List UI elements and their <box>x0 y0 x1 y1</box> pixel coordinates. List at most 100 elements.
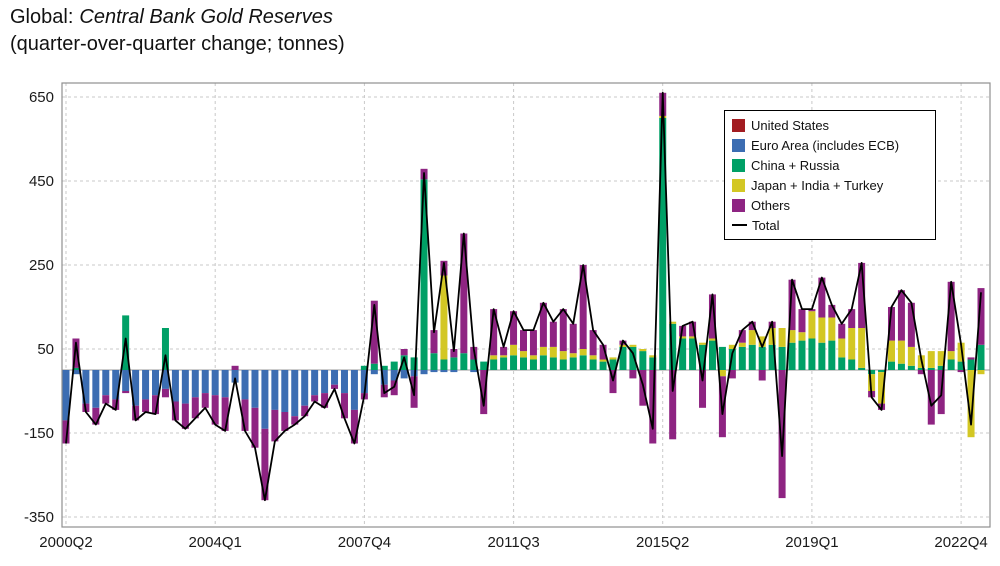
bar-segment <box>589 355 597 360</box>
bar-segment <box>629 346 637 370</box>
bar-segment <box>82 370 90 404</box>
bar-segment <box>738 330 746 343</box>
bar-segment <box>142 399 150 412</box>
others-swatch <box>732 198 745 212</box>
y-tick-label: 450 <box>29 173 54 190</box>
bar-segment <box>818 342 826 370</box>
bar-segment <box>937 351 945 366</box>
bar-segment <box>848 359 856 370</box>
bar-segment <box>181 370 189 404</box>
bar-segment <box>878 370 886 373</box>
legend-label: Total <box>752 217 780 233</box>
bar-segment <box>878 372 886 404</box>
bar-segment <box>281 412 289 431</box>
bar-segment <box>629 370 637 379</box>
bar-segment <box>470 370 478 373</box>
bar-segment <box>520 357 527 370</box>
bar-segment <box>967 357 975 360</box>
bar-segment <box>708 338 716 341</box>
bar-segment <box>907 346 915 366</box>
bar-segment <box>967 359 975 370</box>
bar-segment <box>808 309 816 312</box>
bar-segment <box>977 344 985 370</box>
bar-segment <box>281 370 289 412</box>
x-tick-label: 2007Q4 <box>338 534 391 551</box>
bar-segment <box>72 370 80 375</box>
bar-segment <box>907 365 915 370</box>
bar-segment <box>360 370 368 394</box>
legend-item-japan-india-turkey: Japan + India + Turkey <box>732 175 928 195</box>
bar-segment <box>450 370 458 373</box>
bar-segment <box>539 355 547 370</box>
bar-segment <box>171 370 179 402</box>
bar-segment <box>708 294 716 339</box>
bar-segment <box>460 353 468 370</box>
bar-segment <box>689 336 697 339</box>
chart-subtitle: (quarter-over-quarter change; tonnes) <box>10 33 345 55</box>
bar-segment <box>301 405 309 417</box>
bar-segment <box>251 370 259 408</box>
bar-segment <box>639 349 647 352</box>
bar-segment <box>778 328 786 347</box>
bar-segment <box>808 311 816 339</box>
bar-segment <box>490 355 498 360</box>
china-russia-swatch <box>732 158 745 172</box>
title-line: Global: Central Bank Gold Reserves <box>10 4 345 31</box>
bar-segment <box>887 340 895 362</box>
bar-segment <box>520 330 527 352</box>
bar-segment <box>430 370 438 373</box>
x-tick-label: 2004Q1 <box>189 534 242 551</box>
bar-segment <box>211 395 219 425</box>
x-tick-label: 2011Q3 <box>487 534 539 551</box>
bar-segment <box>380 370 388 385</box>
legend-label: China + Russia <box>751 157 840 173</box>
bar-segment <box>649 357 657 370</box>
bar-segment <box>977 370 985 375</box>
bar-segment <box>201 370 209 394</box>
legend: United States Euro Area (includes ECB) C… <box>724 110 936 240</box>
bar-segment <box>62 420 70 444</box>
bar-segment <box>957 361 965 370</box>
bar-segment <box>340 370 348 394</box>
bar-segment <box>370 370 378 375</box>
bar-segment <box>321 370 329 394</box>
japan-india-turkey-swatch <box>732 178 745 192</box>
bar-segment <box>977 288 985 345</box>
bar-segment <box>897 363 905 370</box>
bar-segment <box>569 323 577 354</box>
bar-segment <box>261 370 269 429</box>
bar-segment <box>848 309 856 328</box>
bar-segment <box>679 336 687 339</box>
bar-segment <box>828 340 836 370</box>
bar-segment <box>181 403 189 429</box>
bar-segment <box>927 351 935 368</box>
legend-item-china-russia: China + Russia <box>732 155 928 175</box>
bar-segment <box>947 359 955 370</box>
bar-segment <box>430 330 438 354</box>
bar-segment <box>907 302 915 347</box>
bar-segment <box>808 338 816 370</box>
y-tick-label: 250 <box>29 257 54 274</box>
bar-segment <box>510 355 518 370</box>
bar-segment <box>758 336 766 347</box>
x-tick-label: 2000Q2 <box>39 534 92 551</box>
bar-segment <box>62 370 70 421</box>
bar-segment <box>599 361 607 370</box>
bar-segment <box>231 365 239 370</box>
bar-segment <box>728 370 736 379</box>
bar-segment <box>510 311 518 345</box>
bar-segment <box>579 265 587 349</box>
bar-segment <box>957 370 965 373</box>
bar-segment <box>102 370 110 396</box>
bar-segment <box>629 344 637 347</box>
bar-segment <box>370 300 378 364</box>
bar-segment <box>788 279 796 331</box>
bar-segment <box>917 367 925 370</box>
total-line <box>65 91 982 502</box>
bar-segment <box>947 351 955 360</box>
bar-segment <box>400 370 408 379</box>
bar-segment <box>798 332 806 341</box>
bar-segment <box>360 365 368 370</box>
bar-segment <box>500 355 508 358</box>
